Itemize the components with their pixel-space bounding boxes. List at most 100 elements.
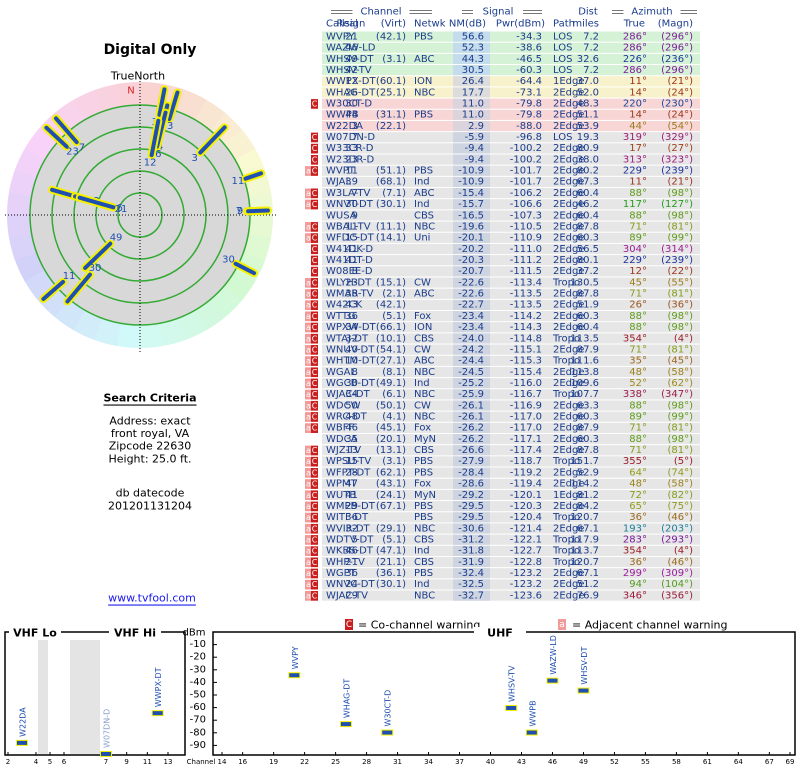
warning-badge-text: C	[312, 513, 318, 522]
cell-path: 2Edge	[553, 177, 585, 188]
warning-badge	[311, 535, 318, 545]
warning-badge-text: C	[312, 390, 318, 399]
nm-cell-background	[453, 568, 490, 579]
cell-true: 72°	[629, 490, 647, 501]
cell-magn: (296°)	[661, 65, 693, 76]
cell-true: 94°	[629, 579, 647, 590]
cell-callsign: W41DT-D	[326, 255, 373, 266]
cell-real: 28	[345, 467, 358, 478]
cell-nm: -19.6	[458, 221, 484, 232]
cell-magn: (98°)	[667, 210, 693, 221]
row-background	[322, 378, 700, 389]
warning-badge-text: C	[312, 413, 318, 422]
warning-badge	[311, 423, 318, 433]
warning-badge-text: a	[306, 312, 311, 321]
nm-cell-background	[453, 199, 490, 210]
warning-badge	[305, 367, 312, 378]
warning-badge	[311, 166, 318, 176]
cell-nm: -15.4	[458, 188, 484, 199]
station-label: 7	[79, 143, 85, 154]
cell-pwr: -111.2	[510, 255, 542, 266]
warning-badge	[305, 479, 312, 489]
band-title-bg	[474, 627, 526, 639]
cell-true: 35°	[629, 356, 647, 367]
cell-real: 21	[345, 31, 358, 42]
cell-magn: (46°)	[667, 512, 693, 523]
compass-ring	[176, 310, 207, 341]
cell-path: 2Edge	[553, 501, 585, 512]
warning-badge	[305, 523, 312, 534]
cell-dist: 87.8	[577, 221, 599, 232]
cell-dist: 19.3	[577, 132, 599, 143]
cell-true: 355°	[623, 456, 647, 467]
cell-callsign: WUTB	[326, 490, 356, 501]
cell-magn: (296°)	[661, 31, 693, 42]
cell-real: 24	[345, 579, 358, 590]
cell-virt: (30.1)	[376, 579, 406, 590]
cell-netwk: Fox	[414, 479, 431, 490]
warning-badge-text: a	[306, 591, 311, 600]
cell-pwr: -120.4	[510, 512, 542, 523]
row-background	[322, 456, 700, 467]
warning-badge-text: C	[312, 401, 318, 410]
cell-virt: (66.1)	[376, 322, 406, 333]
cell-nm: -24.5	[458, 367, 484, 378]
cell-netwk: Uni	[414, 233, 430, 244]
cell-pwr: -115.4	[510, 367, 542, 378]
cell-true: 338°	[623, 389, 647, 400]
cell-dist: 67.3	[577, 177, 599, 188]
cell-true: 36°	[629, 557, 647, 568]
cell-nm: -32.4	[458, 568, 484, 579]
cell-magn: (98°)	[667, 188, 693, 199]
nm-cell-background	[453, 467, 490, 478]
warning-badge-text: a	[306, 491, 311, 500]
nm-cell-background	[453, 534, 490, 545]
warning-badge	[305, 512, 312, 523]
cell-netwk: PBS	[414, 456, 433, 467]
cell-pwr: -114.8	[510, 333, 542, 344]
band-title-bg	[9, 627, 61, 639]
cell-netwk: Ind	[414, 546, 430, 557]
site-link[interactable]: www.tvfool.com	[108, 592, 196, 605]
cell-pwr: -119.4	[510, 479, 542, 490]
y-tick-label: -60	[190, 702, 206, 713]
station-name: W22DA	[19, 707, 28, 737]
cell-callsign: WKBS-DT	[326, 546, 374, 557]
station-name: W07DN-D	[103, 709, 112, 748]
row-background	[322, 344, 700, 355]
cell-real: 9	[352, 210, 358, 221]
cell-real: 11	[345, 221, 358, 232]
cell-magn: (98°)	[667, 311, 693, 322]
station-label: 21	[115, 204, 128, 215]
x-tick-label: 28	[362, 758, 371, 766]
cell-callsign: WTTG	[326, 311, 356, 322]
warning-badge	[311, 199, 318, 210]
cell-pwr: -122.7	[510, 546, 542, 557]
warning-badge	[305, 333, 312, 344]
cell-magn: (99°)	[667, 412, 693, 423]
warning-badge-text: C	[312, 591, 318, 600]
cell-dist: 60.3	[577, 233, 599, 244]
warning-badge	[305, 546, 312, 556]
cell-dist: 51.1	[577, 110, 599, 121]
cell-magn: (239°)	[661, 166, 693, 177]
column-header: (Magn)	[658, 19, 693, 30]
nm-cell-background	[453, 366, 490, 378]
warning-badge-text: a	[306, 278, 311, 287]
warning-badge	[305, 300, 312, 310]
warning-badge	[305, 199, 312, 210]
cell-virt: (5.1)	[382, 534, 406, 545]
warning-badge-text: a	[306, 301, 311, 310]
cell-virt: (47.1)	[376, 546, 406, 557]
row-background	[322, 165, 700, 176]
cell-nm: -20.1	[458, 233, 484, 244]
unused-band	[70, 640, 100, 754]
cell-magn: (22°)	[667, 266, 693, 277]
cell-nm: -22.7	[458, 300, 484, 311]
cell-real: 21	[345, 557, 358, 568]
cell-netwk: NBC	[414, 389, 435, 400]
station-name: WHSV-DT	[580, 647, 589, 685]
cell-nm: -29.5	[458, 512, 484, 523]
cell-magn: (127°)	[661, 199, 693, 210]
cell-true: 193°	[623, 523, 647, 534]
